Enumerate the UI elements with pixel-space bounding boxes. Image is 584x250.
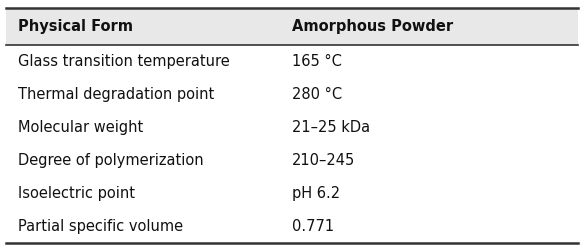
Text: Partial specific volume: Partial specific volume <box>18 218 183 234</box>
Text: Amorphous Powder: Amorphous Powder <box>292 19 453 34</box>
Text: Physical Form: Physical Form <box>18 19 133 34</box>
Text: 165 °C: 165 °C <box>292 54 342 69</box>
Text: Molecular weight: Molecular weight <box>18 120 142 135</box>
Text: 280 °C: 280 °C <box>292 87 342 102</box>
Text: Glass transition temperature: Glass transition temperature <box>18 54 230 69</box>
Text: Thermal degradation point: Thermal degradation point <box>18 87 214 102</box>
Text: Degree of polymerization: Degree of polymerization <box>18 153 203 168</box>
Text: 0.771: 0.771 <box>292 218 334 234</box>
Text: 21–25 kDa: 21–25 kDa <box>292 120 370 135</box>
Text: pH 6.2: pH 6.2 <box>292 186 340 201</box>
Text: Isoelectric point: Isoelectric point <box>18 186 134 201</box>
Text: 210–245: 210–245 <box>292 153 355 168</box>
FancyBboxPatch shape <box>6 8 578 45</box>
